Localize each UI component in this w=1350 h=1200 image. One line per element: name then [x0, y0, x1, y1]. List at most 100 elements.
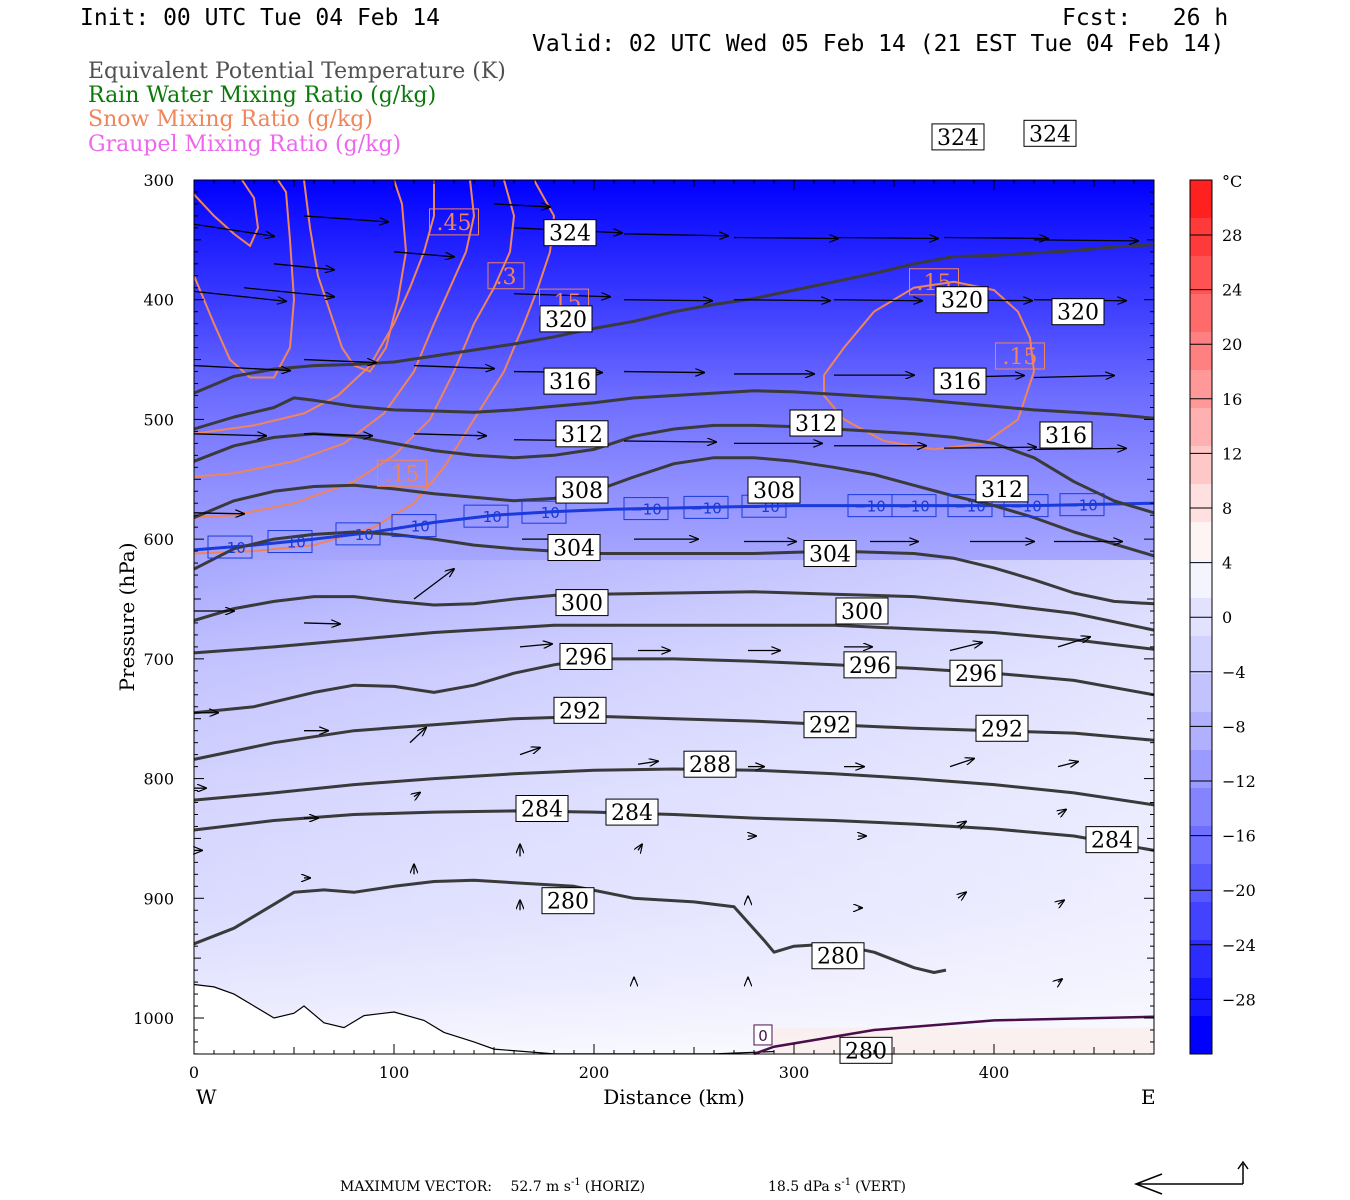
colorbar-label: 0: [1222, 608, 1232, 627]
theta-e-value: 284: [521, 798, 563, 823]
colorbar: 28 24 20 16 12 8 4 0 −4 −8 −12 −16 −20 −24 −28 °C: [1189, 172, 1256, 1055]
wind-vector: [513, 294, 610, 297]
minus10-value: −10: [342, 526, 374, 544]
wind-vector: [519, 644, 552, 647]
theta-e-contour-300: [193, 623, 1155, 655]
theta-e-contour-296: [193, 657, 1155, 715]
colorbar-swatch: [1190, 560, 1212, 599]
theta-e-label: 312: [789, 409, 843, 437]
wind-vector: [623, 372, 704, 373]
colorbar-swatch: [1190, 864, 1212, 903]
y-tick-label: 600: [143, 530, 174, 549]
minus10-label: −10: [391, 514, 437, 538]
snow-contour: [193, 179, 556, 555]
snow-contour-value: .45: [437, 211, 472, 236]
wind-vector: [958, 821, 966, 826]
wind-vector: [1058, 979, 1062, 982]
theta-e-label: 296: [949, 659, 1003, 687]
wind-vector: [193, 513, 244, 514]
colorbar-label: 28: [1222, 226, 1242, 245]
max-vector-title: MAXIMUM VECTOR:: [340, 1179, 492, 1195]
theta-e-value: 308: [753, 479, 795, 504]
init-label: Init: 00 UTC Tue 04 Feb 14: [80, 5, 440, 31]
theta-e-contour-316: [193, 423, 1155, 515]
colorbar-swatch: [1190, 674, 1212, 713]
colorbar-label: 24: [1222, 281, 1242, 300]
snow-contour-label: .15: [909, 268, 959, 296]
minus10-label: −10: [335, 522, 381, 546]
y-tick-label: 300: [143, 171, 174, 190]
theta-e-label: 280: [541, 887, 595, 915]
theta-e-label: 284: [515, 795, 569, 823]
theta-e-label: 300: [835, 597, 889, 625]
minus10-value: −10: [630, 501, 662, 519]
theta-e-value: 320: [1057, 301, 1099, 326]
warm-boundary-fill: [774, 1027, 1154, 1054]
colorbar-swatch: [1190, 940, 1212, 979]
wind-vector: [273, 263, 334, 270]
horiz-max-value: 52.7 m s: [510, 1179, 571, 1195]
minus10-label: −10: [683, 495, 729, 519]
snow-contour: [193, 179, 476, 478]
wind-vector: [519, 748, 540, 756]
minus10-value: −10: [690, 499, 722, 517]
wind-vector: [303, 360, 376, 363]
colorbar-label: 8: [1222, 499, 1232, 518]
theta-e-value: 316: [939, 370, 981, 395]
theta-e-value: 324: [1029, 122, 1071, 147]
theta-e-value: 280: [547, 890, 589, 915]
wind-vector: [733, 300, 830, 301]
wind-vector: [637, 761, 658, 764]
theta-e-value: 296: [955, 662, 997, 687]
colorbar-swatch: [1190, 636, 1212, 675]
wind-vector: [1057, 637, 1090, 648]
theta-e-value: 284: [1091, 829, 1133, 854]
wind-vector: [943, 237, 1048, 238]
wind-vector: [623, 441, 716, 442]
snow-contour: [193, 179, 516, 519]
minus10-value: −10: [528, 504, 560, 522]
minus10-value: −10: [214, 539, 246, 557]
minus10-label: −10: [267, 530, 313, 554]
wind-vector: [393, 251, 454, 257]
valid-time: Valid: 02 UTC Wed 05 Feb 14 (21 EST Tue …: [532, 31, 1224, 57]
horiz-unit-exp: -1: [571, 1177, 581, 1188]
theta-e-label: 316: [933, 367, 987, 395]
y-tick-label: 400: [143, 291, 174, 310]
theta-e-contour-304: [193, 590, 1155, 632]
colorbar-swatch: [1190, 1016, 1212, 1055]
theta-e-value: 324: [549, 222, 591, 247]
wind-vector: [193, 223, 274, 236]
snow-contour-label: .45: [429, 208, 479, 236]
y-tick-label: 900: [143, 889, 174, 908]
colorbar-swatch: [1190, 408, 1212, 447]
theta-e-label: 280: [811, 942, 865, 970]
theta-e-value: 312: [561, 423, 603, 448]
theta-e-label: 316: [543, 367, 597, 395]
theta-e-value: 280: [845, 1039, 887, 1064]
wind-vector: [193, 364, 290, 371]
legend: Equivalent Potential Temperature (K) Rai…: [88, 59, 506, 157]
colorbar-swatch: [1190, 750, 1212, 789]
wind-vector: [409, 728, 426, 744]
minus10-value: −10: [854, 498, 886, 516]
legend-theta-e: Equivalent Potential Temperature (K): [88, 59, 506, 84]
snow-contour-value: .15: [385, 462, 420, 487]
theta-e-label: 292: [975, 714, 1029, 742]
wind-vector: [303, 434, 372, 436]
west-label: W: [196, 1085, 217, 1109]
colorbar-label: 16: [1222, 390, 1242, 409]
zero-isotherm: [753, 1015, 1155, 1056]
y-tick-label: 1000: [133, 1009, 174, 1028]
colorbar-swatch: [1190, 902, 1212, 941]
wind-vector: [833, 300, 922, 301]
vert-suffix: (VERT): [855, 1179, 906, 1195]
wind-vector: [413, 366, 494, 369]
theta-e-label: 292: [803, 711, 857, 739]
wind-vector: [413, 434, 486, 436]
theta-e-contour-284: [193, 809, 1155, 852]
theta-e-label: 324: [543, 219, 597, 247]
vert-max-label: 18.5 dPa s-1 (VERT): [768, 1177, 906, 1195]
zero-isotherm-text: 0: [758, 1027, 768, 1045]
